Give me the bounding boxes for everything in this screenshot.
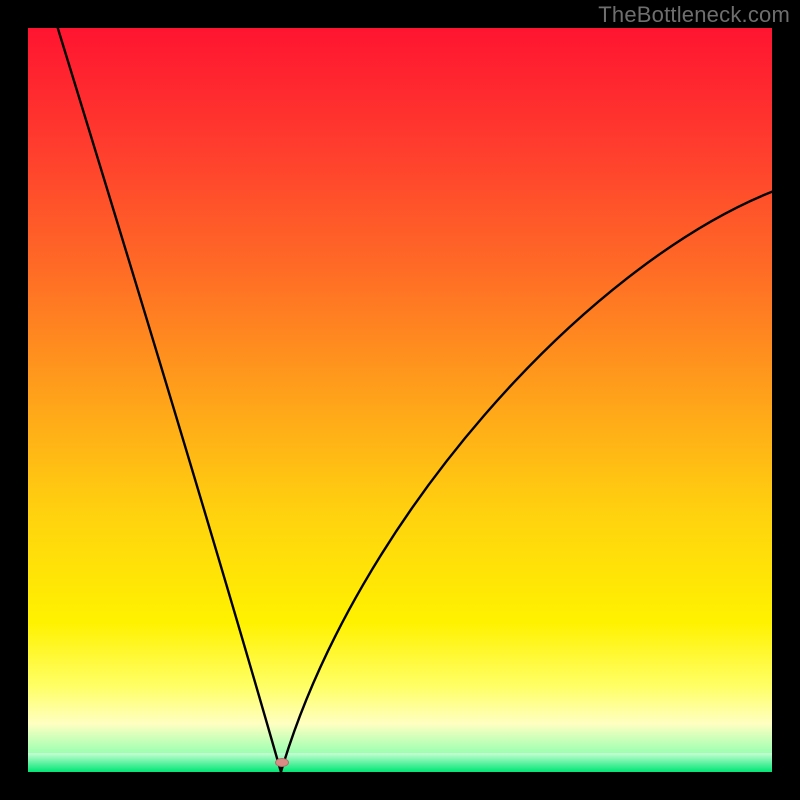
watermark-text: TheBottleneck.com <box>598 2 790 28</box>
plot-area <box>28 28 772 772</box>
bottleneck-curve <box>28 28 772 772</box>
chart-frame: TheBottleneck.com <box>0 0 800 800</box>
